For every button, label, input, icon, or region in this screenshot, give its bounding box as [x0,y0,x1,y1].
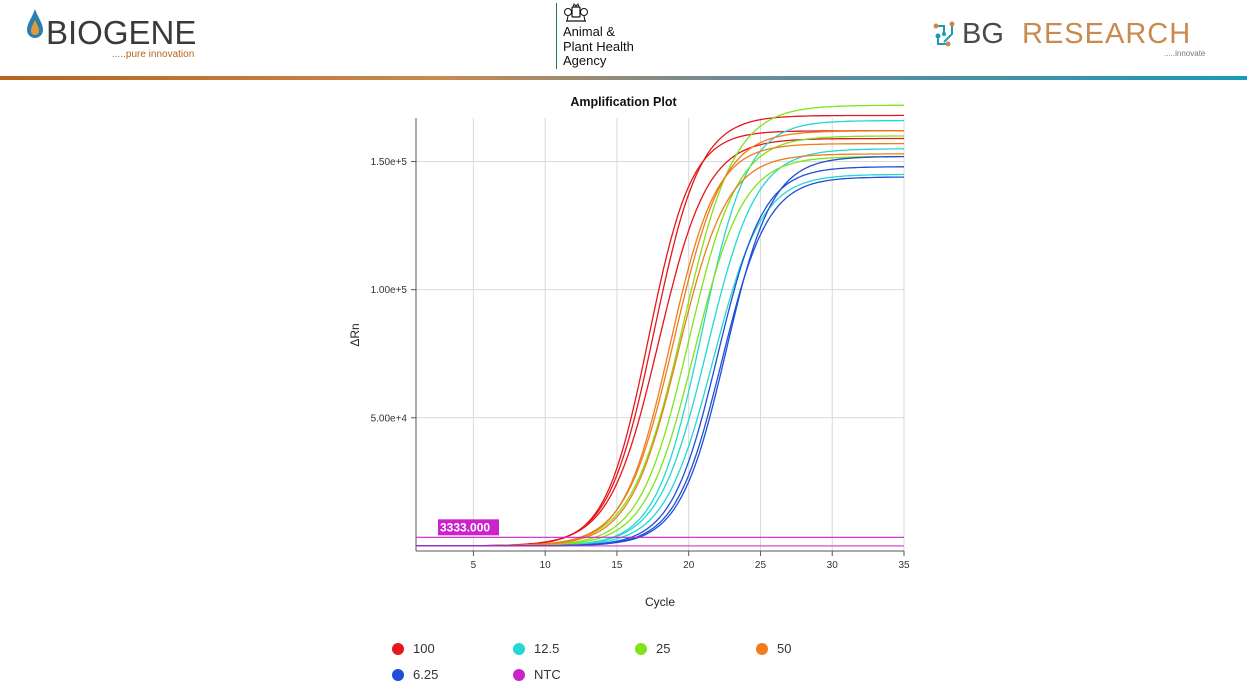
legend-label: NTC [534,667,561,682]
bg-research-logo: BG RESEARCH .....innovate [932,14,1232,64]
amplification-curve [416,119,904,547]
amplification-curve [416,104,904,547]
bg-research-tagline: .....innovate [1164,49,1206,58]
apha-line-1: Animal & [563,24,616,39]
legend-dot [392,669,404,681]
biogene-logo: BIOGENE .....pure innovation [26,6,226,66]
threshold-label-background [438,519,499,536]
chart-title: Amplification Plot [570,95,677,109]
x-tick-label: 15 [611,560,623,571]
threshold-line: 3333.000 [416,519,904,538]
apha-logo: Animal & Plant Health Agency [556,3,683,69]
apha-name: Animal & Plant Health Agency [563,24,634,69]
threshold-label: 3333.000 [440,520,490,534]
apha-line-3: Agency [563,53,607,68]
legend: 100 12.5 25 50 6.25 NTC [392,640,872,688]
bg-wordmark: BG [962,18,1004,50]
y-tick-label: 5.00e+4 [371,413,408,424]
amplification-curves [416,104,904,547]
legend-dot [756,643,768,655]
x-tick-label: 30 [827,560,839,571]
legend-dot [635,643,647,655]
y-tick-label: 1.50e+5 [371,157,408,168]
axes: 5 10 15 20 25 30 35 5.00e+4 1.00e+5 1.50e+5 [371,118,910,571]
series-25 [416,104,904,547]
droplet-icon [27,9,43,38]
legend-dot [513,643,525,655]
x-tick-label: 10 [540,560,552,571]
amplification-curve [416,173,904,547]
y-tick-label: 1.00e+5 [371,285,408,296]
x-tick-label: 5 [471,560,477,571]
legend-label: 12.5 [534,641,560,656]
biogene-wordmark: BIOGENE [46,14,197,51]
header: BIOGENE .....pure innovation Animal & Pl… [0,0,1247,80]
research-wordmark: RESEARCH [1022,18,1192,50]
apha-line-2: Plant Health [563,38,634,54]
amplification-curve [416,135,904,547]
header-gradient-bar [0,76,1247,80]
x-tick-label: 35 [898,560,910,571]
legend-label: 25 [656,641,671,656]
x-tick-label: 20 [683,560,695,571]
amplification-curve [416,166,904,547]
legend-dot [513,669,525,681]
series-12-5 [416,119,904,547]
circuit-icon [933,21,955,47]
x-axis-label: Cycle [645,595,675,609]
legend-label: 50 [777,641,792,656]
x-tick-label: 25 [755,560,767,571]
legend-dot [392,643,404,655]
biogene-tagline: .....pure innovation [112,49,195,60]
y-axis-label: ΔRn [348,323,362,346]
legend-label: 6.25 [413,667,439,682]
legend-label: 100 [413,641,435,656]
amplification-curve [416,176,904,547]
royal-crest-icon [564,3,588,22]
